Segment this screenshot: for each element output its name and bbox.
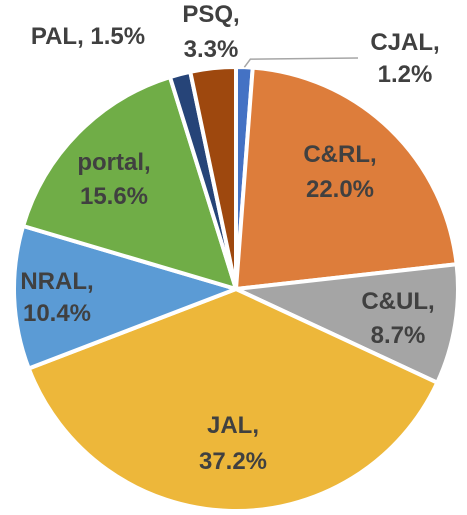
data-labels: CJAL, 1.2% C&RL, 22.0% C&UL, 8.7% JAL, 37.2% NRA… (20, 1, 439, 475)
pie-slices (12, 65, 460, 513)
pie-slice-c-ul (234, 262, 460, 385)
pie-slice-psq (188, 65, 238, 291)
data-label-psq: PSQ, 3.3% (182, 1, 239, 63)
data-label-pal: PAL, 1.5% (31, 23, 145, 50)
data-label-c-rl: C&RL, 22.0% (303, 141, 376, 203)
data-label-portal: portal, 15.6% (77, 149, 150, 210)
leader-lines (243, 57, 359, 68)
pie-slice-portal (21, 75, 238, 291)
data-label-nral: NRAL, 10.4% (20, 268, 93, 327)
pie-slice-jal (26, 287, 440, 513)
pie-slice-c-rl (234, 65, 459, 291)
data-label-c-ul: C&UL, 8.7% (361, 288, 434, 349)
data-label-jal: JAL, 37.2% (199, 412, 267, 475)
data-label-cjal: CJAL, 1.2% (370, 29, 439, 88)
pie-slice-nral (12, 223, 238, 371)
leader-line-cjal (243, 57, 359, 68)
